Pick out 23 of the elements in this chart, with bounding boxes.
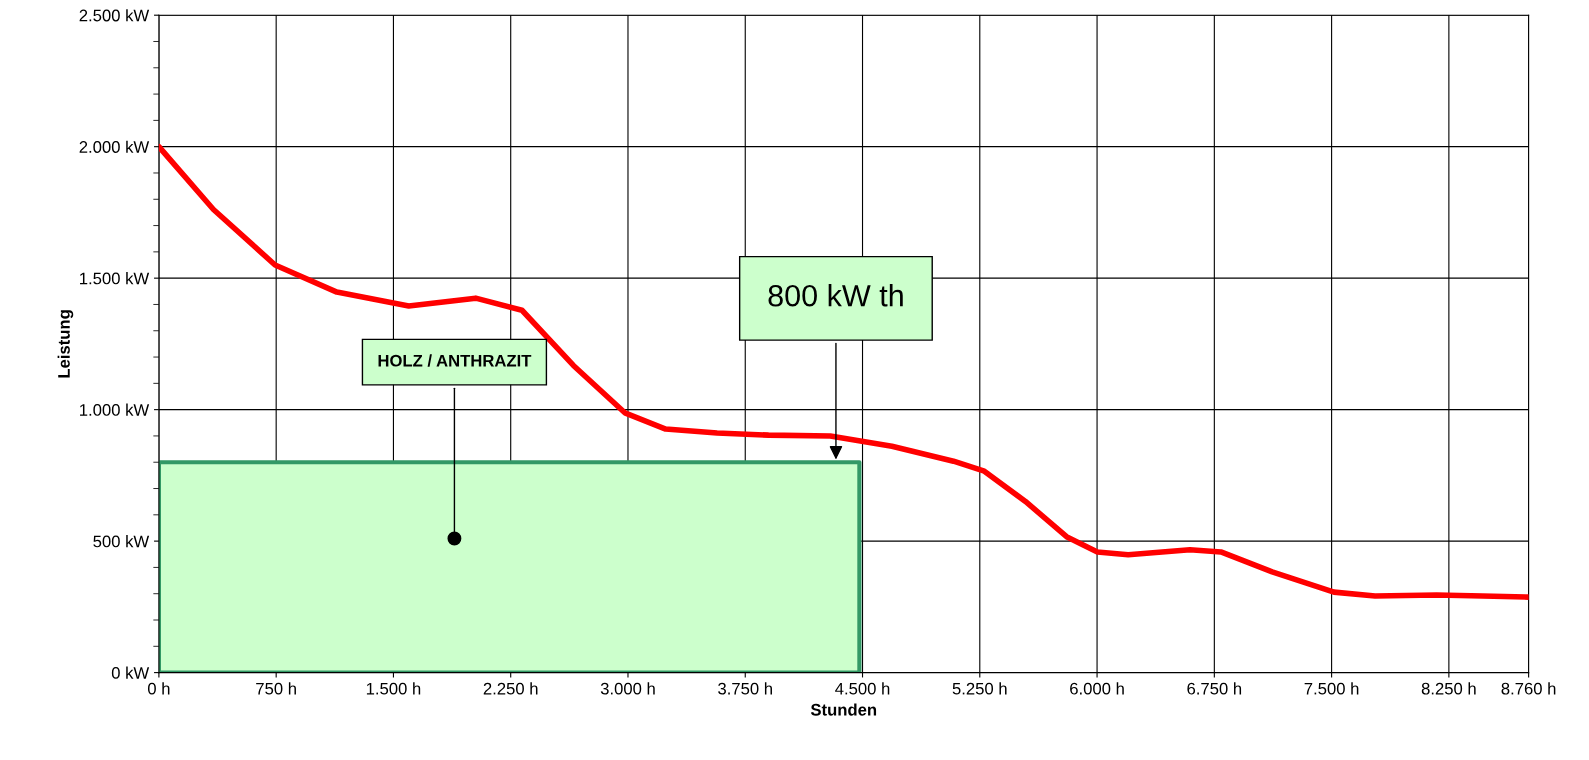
y-tick-label: 2.500 kW <box>79 9 150 22</box>
x-tick-label: 8.250 h <box>1421 682 1476 695</box>
x-tick-label: 750 h <box>256 682 296 695</box>
y-tick-label: 1.500 kW <box>80 272 150 285</box>
annotation: 800 kW th <box>768 284 903 307</box>
x-tick-label: 6.750 h <box>1187 682 1242 695</box>
x-tick-label: 8.760 h <box>1501 682 1556 695</box>
x-tick-label: 4.500 h <box>835 682 890 695</box>
x-tick-label: 1.500 h <box>366 682 421 695</box>
x-tick-label: 6.000 h <box>1070 682 1124 695</box>
x-axis-title: Stunden <box>810 703 877 716</box>
y-tick-label: 0 kW <box>111 666 150 679</box>
x-tick-label: 2.250 h <box>483 682 538 695</box>
y-tick-label: 500 kW <box>93 535 150 548</box>
y-axis-title: Leistung <box>57 310 74 378</box>
y-tick-label: 1.000 kW <box>80 403 150 416</box>
x-tick-label: 3.000 h <box>600 682 655 695</box>
x-tick-label: 3.750 h <box>718 682 772 695</box>
annotation: HOLZ / ANTHRAZIT <box>378 354 532 367</box>
x-tick-label: 0 h <box>147 682 170 695</box>
x-tick-label: 5.250 h <box>952 682 1007 695</box>
x-tick-label: 7.500 h <box>1304 682 1359 695</box>
y-tick-label: 2.000 kW <box>79 140 150 153</box>
